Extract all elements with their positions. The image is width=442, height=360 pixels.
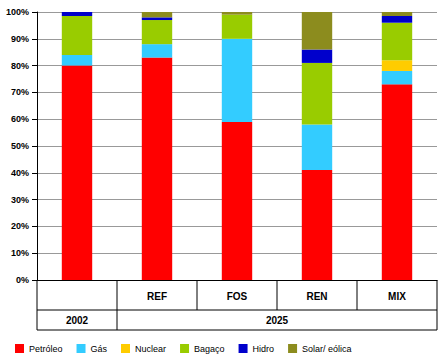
- svg-text:0%: 0%: [16, 275, 29, 285]
- svg-text:Solar/ eólica: Solar/ eólica: [302, 344, 352, 354]
- svg-text:REF: REF: [147, 291, 167, 302]
- svg-text:2002: 2002: [66, 315, 89, 326]
- svg-text:Hidro: Hidro: [253, 344, 275, 354]
- svg-text:FOS: FOS: [227, 291, 248, 302]
- svg-text:Petróleo: Petróleo: [29, 344, 63, 354]
- svg-text:40%: 40%: [11, 168, 29, 178]
- svg-text:20%: 20%: [11, 221, 29, 231]
- svg-text:Gás: Gás: [91, 344, 108, 354]
- svg-text:50%: 50%: [11, 141, 29, 151]
- svg-text:30%: 30%: [11, 195, 29, 205]
- svg-text:10%: 10%: [11, 248, 29, 258]
- svg-text:80%: 80%: [11, 61, 29, 71]
- svg-text:Nuclear: Nuclear: [135, 344, 166, 354]
- svg-text:100%: 100%: [6, 7, 29, 17]
- svg-text:60%: 60%: [11, 114, 29, 124]
- svg-text:90%: 90%: [11, 34, 29, 44]
- svg-text:MIX: MIX: [388, 291, 406, 302]
- svg-text:Bagaço: Bagaço: [194, 344, 225, 354]
- svg-text:REN: REN: [306, 291, 327, 302]
- svg-text:2025: 2025: [266, 315, 289, 326]
- svg-text:70%: 70%: [11, 87, 29, 97]
